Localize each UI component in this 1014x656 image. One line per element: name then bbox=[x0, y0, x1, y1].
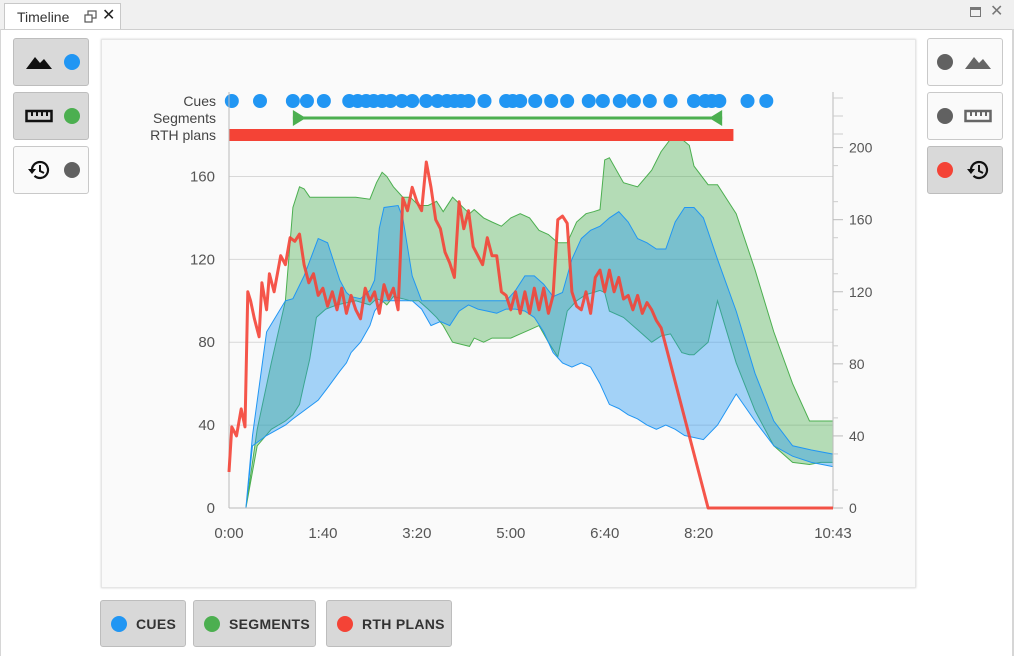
tab-bar: Timeline ✕ ✕ bbox=[0, 0, 1014, 30]
right-toggle-ruler[interactable] bbox=[927, 92, 1003, 140]
left-toggle-dot bbox=[64, 108, 80, 124]
y-left-tick-label: 80 bbox=[198, 334, 215, 351]
cue-point bbox=[477, 94, 492, 108]
y-left-tick-label: 0 bbox=[207, 500, 215, 517]
segment-start-marker bbox=[292, 110, 306, 126]
cue-point bbox=[394, 94, 409, 108]
right-toggle-history[interactable] bbox=[927, 146, 1003, 194]
cue-point bbox=[528, 94, 543, 108]
x-tick-label: 5:00 bbox=[496, 525, 525, 542]
cue-point bbox=[544, 94, 559, 108]
y-left-tick-label: 160 bbox=[190, 168, 215, 185]
cue-point bbox=[626, 94, 641, 108]
left-toggle-dot bbox=[64, 54, 80, 70]
track-label: RTH plans bbox=[150, 127, 216, 143]
history-icon bbox=[28, 160, 50, 180]
cue-point bbox=[285, 94, 300, 108]
tab-timeline[interactable]: Timeline ✕ bbox=[4, 3, 121, 29]
right-toggle-dot bbox=[937, 162, 953, 178]
x-tick-label: 10:43 bbox=[814, 525, 852, 542]
x-tick-label: 8:20 bbox=[684, 525, 713, 542]
cue-point bbox=[595, 94, 610, 108]
cue-point bbox=[513, 94, 528, 108]
terrain-icon bbox=[965, 57, 991, 69]
frame-border-left bbox=[0, 29, 1, 656]
tab-title: Timeline bbox=[17, 9, 70, 25]
y-left-tick-label: 120 bbox=[190, 251, 215, 268]
cue-point bbox=[224, 94, 239, 108]
cue-point bbox=[316, 94, 331, 108]
maximize-icon[interactable] bbox=[970, 7, 981, 17]
cue-point bbox=[405, 94, 420, 108]
segment-end-marker bbox=[709, 110, 723, 126]
x-tick-label: 3:20 bbox=[402, 525, 431, 542]
track-label: Segments bbox=[153, 110, 216, 126]
cue-point bbox=[686, 94, 701, 108]
legend-dot bbox=[337, 616, 353, 632]
legend-rth-plans-button[interactable]: RTH PLANS bbox=[326, 600, 452, 647]
cue-point bbox=[642, 94, 657, 108]
cue-point bbox=[252, 94, 267, 108]
rth-plan-bar bbox=[229, 129, 734, 141]
close-tab-icon[interactable]: ✕ bbox=[102, 7, 116, 24]
cue-point bbox=[581, 94, 596, 108]
y-left-tick-label: 40 bbox=[198, 417, 215, 434]
left-toggle-terrain[interactable] bbox=[13, 38, 89, 86]
cue-point bbox=[560, 94, 575, 108]
cue-point bbox=[612, 94, 627, 108]
y-right-tick-label: 160 bbox=[849, 212, 873, 228]
close-window-icon[interactable]: ✕ bbox=[990, 3, 1004, 20]
terrain-icon bbox=[26, 57, 52, 69]
legend-segments-button[interactable]: SEGMENTS bbox=[193, 600, 316, 647]
left-toggle-dot bbox=[64, 162, 80, 178]
legend-cues-button[interactable]: CUES bbox=[100, 600, 186, 647]
legend-label: SEGMENTS bbox=[229, 616, 310, 632]
left-toggle-ruler[interactable] bbox=[13, 92, 89, 140]
legend-label: RTH PLANS bbox=[362, 616, 445, 632]
x-tick-label: 1:40 bbox=[308, 525, 337, 542]
cue-point bbox=[759, 94, 774, 108]
x-tick-label: 6:40 bbox=[590, 525, 619, 542]
cue-point bbox=[419, 94, 434, 108]
y-right-tick-label: 80 bbox=[849, 356, 865, 372]
cue-point bbox=[740, 94, 755, 108]
cue-point bbox=[663, 94, 678, 108]
legend-dot bbox=[204, 616, 220, 632]
ruler-icon bbox=[964, 109, 992, 123]
y-right-tick-label: 0 bbox=[849, 500, 857, 516]
ruler-icon bbox=[25, 109, 53, 123]
float-window-icon[interactable] bbox=[84, 10, 97, 23]
track-label: Cues bbox=[183, 93, 216, 109]
history-icon bbox=[967, 160, 989, 180]
frame-border-right bbox=[1012, 29, 1014, 656]
timeline-chart-panel: Cues Segments RTH plans 0 40 80 120 160 0 40 80 12… bbox=[101, 39, 916, 588]
right-toggle-dot bbox=[937, 108, 953, 124]
series-line-rth-plans bbox=[227, 160, 833, 510]
y-right-tick-label: 120 bbox=[849, 284, 873, 300]
cue-point bbox=[712, 94, 727, 108]
left-toggle-history[interactable] bbox=[13, 146, 89, 194]
cue-point bbox=[383, 94, 398, 108]
cue-point bbox=[299, 94, 314, 108]
cue-point bbox=[461, 94, 476, 108]
y-right-tick-label: 40 bbox=[849, 428, 865, 444]
y-right-tick-label: 200 bbox=[849, 140, 873, 156]
legend-dot bbox=[111, 616, 127, 632]
right-toggle-terrain[interactable] bbox=[927, 38, 1003, 86]
right-toggle-dot bbox=[937, 54, 953, 70]
x-tick-label: 0:00 bbox=[214, 525, 243, 542]
legend-label: CUES bbox=[136, 616, 177, 632]
